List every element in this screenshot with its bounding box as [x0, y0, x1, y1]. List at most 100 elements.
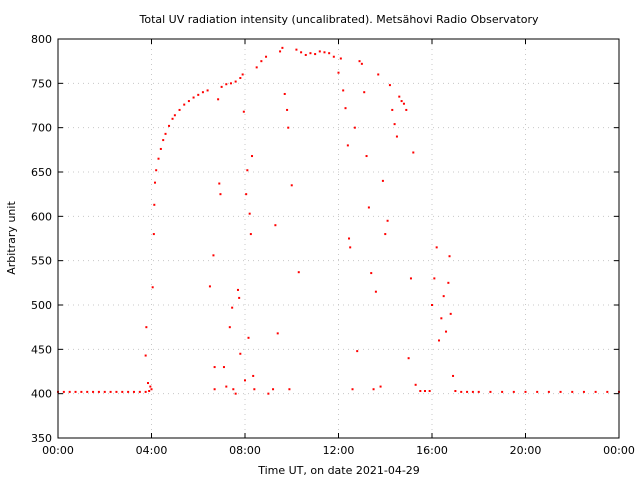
data-point [232, 388, 235, 391]
data-point [423, 390, 426, 393]
data-point [225, 385, 228, 388]
data-point [344, 107, 347, 110]
data-point [153, 203, 156, 206]
data-point [287, 126, 290, 129]
data-point [286, 108, 289, 111]
data-point [606, 390, 609, 393]
data-point [414, 383, 417, 386]
data-point [219, 193, 222, 196]
data-point [442, 295, 445, 298]
data-point [297, 271, 300, 274]
x-tick-label: 16:00 [416, 444, 448, 457]
data-point [145, 326, 148, 329]
data-point [452, 374, 455, 377]
y-tick-label: 650 [31, 166, 52, 179]
data-point [274, 224, 277, 227]
data-point [559, 390, 562, 393]
data-point [62, 390, 65, 393]
y-tick-label: 600 [31, 210, 52, 223]
data-point [148, 390, 151, 393]
data-point [407, 357, 410, 360]
data-point [178, 108, 181, 111]
data-point [381, 179, 384, 182]
data-point [279, 50, 282, 53]
x-tick-label: 00:00 [42, 444, 74, 457]
data-point [213, 388, 216, 391]
data-point [86, 390, 89, 393]
data-point [447, 281, 450, 284]
data-point [247, 336, 250, 339]
y-tick-label: 750 [31, 77, 52, 90]
data-point [146, 382, 149, 385]
data-point [183, 103, 186, 106]
data-point [157, 157, 160, 160]
data-point [400, 100, 403, 103]
data-point [300, 51, 303, 54]
data-point [328, 52, 331, 55]
data-point [391, 108, 394, 111]
data-point [295, 48, 298, 51]
data-point [276, 332, 279, 335]
data-point [438, 339, 441, 342]
axis-ticks: 350 400 450 500 550 600 650 700 750 800 00:00 04:00… [31, 33, 635, 457]
data-point [127, 390, 130, 393]
data-point [309, 52, 312, 55]
data-point [151, 286, 154, 289]
data-point [144, 354, 147, 357]
data-point [377, 73, 380, 76]
data-point [547, 390, 550, 393]
data-point [412, 151, 415, 154]
data-point [419, 390, 422, 393]
data-point [353, 126, 356, 129]
data-point [192, 96, 195, 99]
data-point [229, 82, 232, 85]
data-point [234, 80, 237, 83]
data-point [217, 98, 220, 101]
data-point [582, 390, 585, 393]
grid-lines [58, 39, 619, 438]
data-point [241, 73, 244, 76]
data-point [68, 390, 71, 393]
y-tick-label: 400 [31, 388, 52, 401]
data-point [433, 277, 436, 280]
data-point [97, 390, 100, 393]
data-point [374, 290, 377, 293]
data-point [121, 390, 124, 393]
x-tick-label: 00:00 [603, 444, 635, 457]
data-point [187, 100, 190, 103]
data-point [477, 390, 480, 393]
data-point [103, 390, 106, 393]
data-point [388, 84, 391, 87]
data-point [249, 233, 252, 236]
y-tick-label: 350 [31, 432, 52, 445]
data-point [201, 91, 204, 94]
data-point [332, 55, 335, 58]
data-point [206, 89, 209, 92]
data-point [339, 57, 342, 60]
data-point [159, 147, 162, 150]
data-point [393, 123, 396, 126]
data-point [74, 390, 77, 393]
x-tick-label: 20:00 [510, 444, 542, 457]
data-point [445, 330, 448, 333]
data-point [255, 66, 258, 69]
data-point [524, 390, 527, 393]
data-point [218, 182, 221, 185]
data-point [220, 85, 223, 88]
data-point [150, 388, 153, 391]
data-point [168, 124, 171, 127]
data-point [435, 246, 438, 249]
data-point [431, 304, 433, 306]
data-point [245, 193, 248, 196]
data-point [253, 388, 256, 391]
data-point [265, 55, 268, 58]
data-point [594, 390, 597, 393]
data-point [337, 71, 340, 74]
data-point [248, 212, 251, 215]
data-point [173, 114, 176, 117]
chart-title: Total UV radiation intensity (uncalibrat… [139, 13, 539, 26]
data-point [466, 390, 469, 393]
data-point [448, 255, 451, 258]
